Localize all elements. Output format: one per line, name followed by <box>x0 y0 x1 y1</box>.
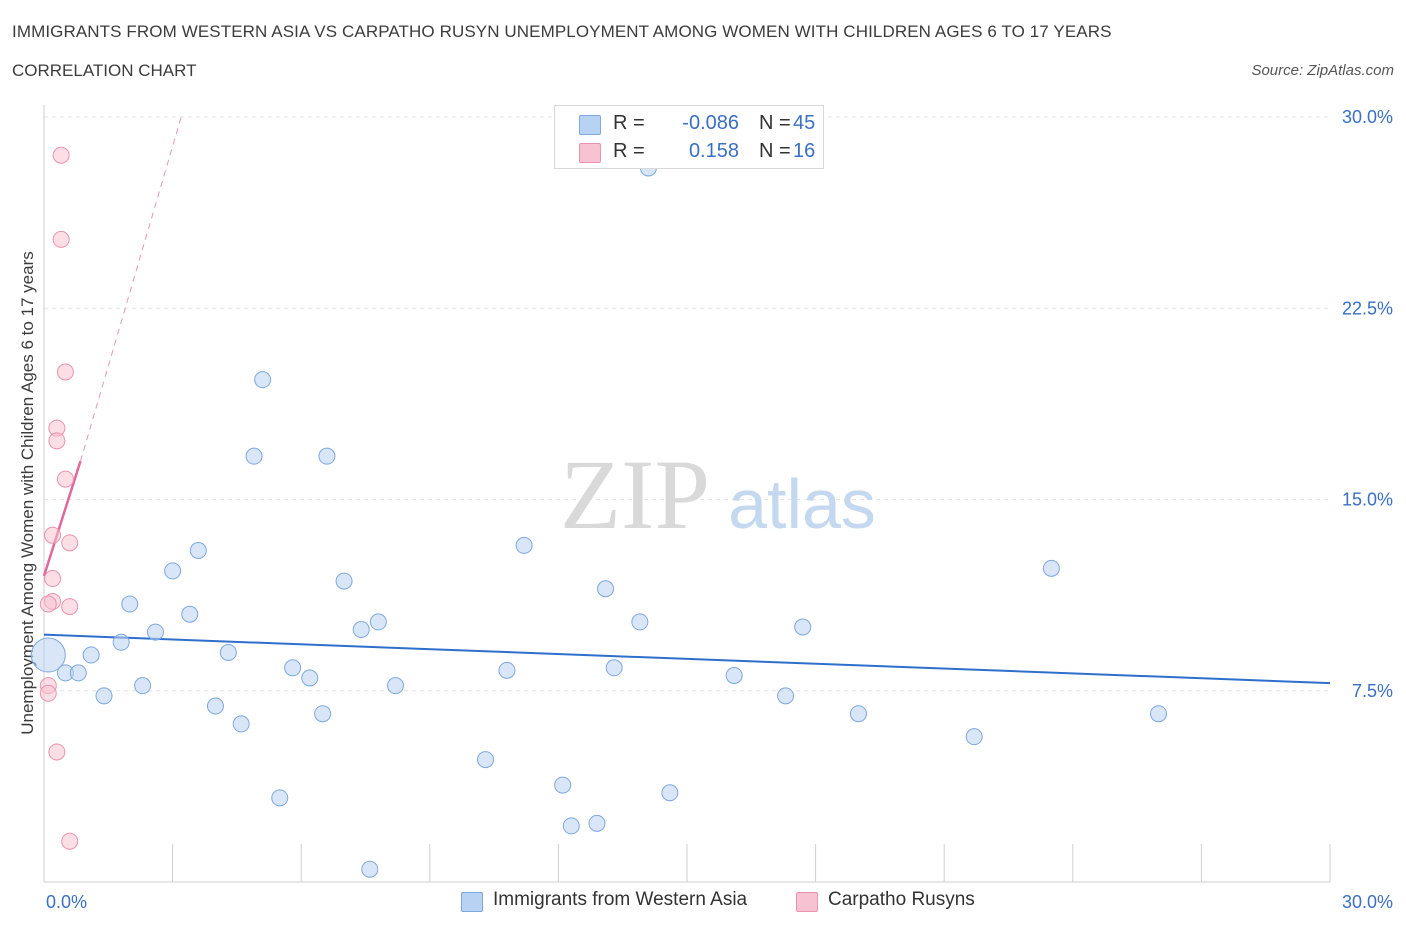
immigrants-point <box>605 659 623 677</box>
x-tick-label: 30.0% <box>1342 892 1393 912</box>
immigrants-point <box>254 371 272 389</box>
y-tick-label: 22.5% <box>1342 298 1393 318</box>
immigrants-point <box>318 447 336 465</box>
immigrants-point <box>588 814 606 832</box>
immigrants-point <box>189 542 207 559</box>
y-tick-label: 30.0% <box>1342 107 1393 127</box>
source-credit: Source: ZipAtlas.com <box>1251 62 1394 79</box>
blue-swatch <box>461 892 483 912</box>
rusyn-point <box>48 432 66 450</box>
immigrants-point <box>965 728 983 746</box>
rusyn-point <box>52 230 70 248</box>
immigrants-point <box>661 784 679 802</box>
x-tick-labels: 0.0% 30.0% <box>46 892 1393 912</box>
legend-r-label: R = <box>613 140 645 162</box>
legend-n-value: 16 <box>793 140 816 162</box>
immigrants-point <box>361 860 379 878</box>
immigrants-point <box>121 595 139 613</box>
y-tick-label: 15.0% <box>1342 490 1393 510</box>
chart-title: IMMIGRANTS FROM WESTERN ASIA VS CARPATHO… <box>12 22 1112 41</box>
rusyn-point <box>61 534 79 552</box>
immigrants-point <box>369 613 387 631</box>
immigrants-point <box>597 580 615 598</box>
rusyn-point <box>39 595 57 613</box>
legend-n-label: N = <box>759 112 791 134</box>
legend-r-value: 0.158 <box>688 140 739 162</box>
watermark-zip: ZIP <box>560 439 710 550</box>
immigrants-point <box>314 705 332 723</box>
rusyn-point <box>61 832 79 850</box>
immigrants-point <box>146 623 164 641</box>
immigrants-point <box>284 659 302 677</box>
pink-swatch <box>579 143 601 163</box>
immigrants-point <box>477 751 495 769</box>
immigrants-point <box>1150 705 1168 723</box>
immigrants-point <box>335 572 353 590</box>
immigrants-point <box>301 669 319 687</box>
chart-subtitle: CORRELATION CHART <box>12 61 197 80</box>
rusyn-point <box>44 570 62 588</box>
legend-label: Carpatho Rusyns <box>828 889 975 910</box>
pink-swatch <box>796 892 818 912</box>
immigrants-point <box>387 677 405 695</box>
immigrants-point <box>631 613 649 631</box>
x-tick-label: 0.0% <box>46 892 87 912</box>
rusyn-trend-extension <box>79 116 182 462</box>
rusyn-trend-line <box>42 460 82 577</box>
immigrants-point <box>554 776 572 794</box>
immigrants-point <box>515 536 533 554</box>
trend-lines <box>42 116 1331 685</box>
immigrants-point <box>725 666 743 684</box>
y-tick-label: 7.5% <box>1352 681 1393 701</box>
immigrants-point <box>849 705 867 723</box>
rusyn-point <box>44 526 62 544</box>
immigrants-point <box>30 637 66 673</box>
rusyn-point <box>61 598 79 616</box>
rusyn-point <box>39 684 57 702</box>
y-tick-labels: 7.5% 15.0% 22.5% 30.0% <box>1342 107 1393 701</box>
stats-legend: R = -0.086 N = 45 R = 0.158 N = 16 <box>554 105 824 169</box>
legend-r-value: -0.086 <box>682 112 739 134</box>
rusyn-point <box>56 470 74 488</box>
watermark: ZIP atlas <box>560 439 876 550</box>
immigrants-point <box>1042 559 1060 577</box>
blue-swatch <box>579 115 601 135</box>
immigrants-point <box>219 644 237 661</box>
legend-n-value: 45 <box>793 112 816 134</box>
immigrants-point <box>206 697 224 715</box>
immigrants-point <box>112 633 130 651</box>
rusyn-point <box>52 146 70 164</box>
immigrants-point <box>164 562 182 580</box>
data-points <box>30 146 1168 878</box>
immigrants-point <box>181 605 199 623</box>
rusyn-point <box>48 743 66 761</box>
axes <box>43 105 1331 883</box>
immigrants-point <box>245 447 263 465</box>
legend-label: Immigrants from Western Asia <box>493 889 748 910</box>
watermark-atlas: atlas <box>728 465 876 543</box>
immigrants-point <box>498 661 516 679</box>
immigrants-point <box>69 664 87 682</box>
rusyn-point <box>56 363 74 381</box>
immigrants-point <box>82 646 100 664</box>
immigrants-point <box>134 677 152 695</box>
immigrants-point <box>352 621 370 639</box>
legend-n-label: N = <box>759 140 791 162</box>
immigrants-point <box>95 687 113 705</box>
immigrants-point <box>232 715 250 733</box>
grid-lines <box>44 116 1330 692</box>
legend-r-label: R = <box>613 112 645 134</box>
immigrants-point <box>794 618 812 636</box>
immigrants-point <box>562 817 580 835</box>
immigrants-point <box>271 789 289 807</box>
immigrants-point <box>777 687 795 705</box>
immigrants-trend-line <box>43 633 1331 685</box>
